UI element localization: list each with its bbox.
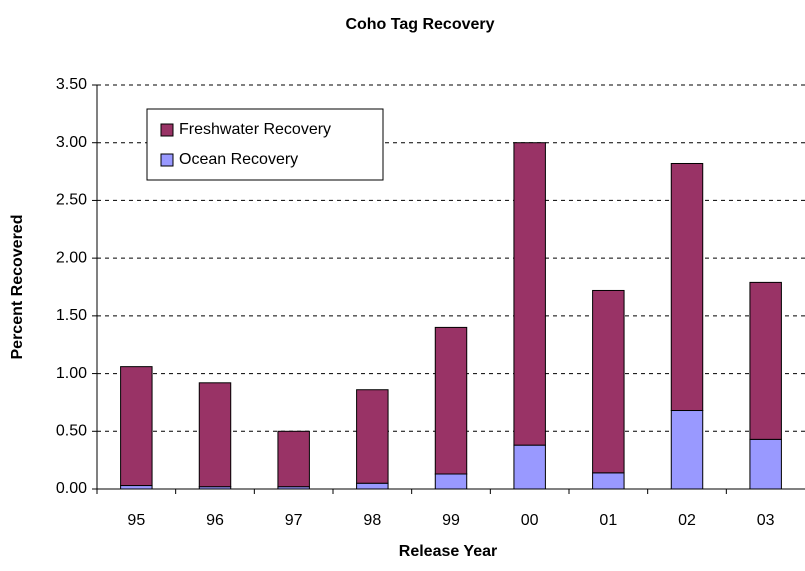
x-axis-label: Release Year — [399, 543, 497, 560]
bar-segment — [356, 389, 389, 484]
bar-segment — [120, 366, 153, 487]
y-tick-label: 2.00 — [56, 249, 87, 266]
x-tick-label: 96 — [206, 512, 224, 529]
bar-segment — [277, 430, 310, 488]
y-tick-label: 3.50 — [56, 76, 87, 93]
y-axis-label: Percent Recovered — [9, 215, 26, 360]
legend-label: Freshwater Recovery — [179, 121, 331, 138]
y-tick-label: 1.50 — [56, 307, 87, 324]
x-tick-label: 00 — [521, 512, 539, 529]
x-tick-label: 97 — [285, 512, 303, 529]
y-tick-label: 2.50 — [56, 192, 87, 209]
bar-segment — [434, 326, 468, 475]
legend-label: Ocean Recovery — [179, 151, 298, 168]
chart-title: Coho Tag Recovery — [345, 16, 494, 33]
bar-segment — [670, 162, 704, 412]
x-tick-label: 01 — [599, 512, 617, 529]
bar-segment — [513, 444, 546, 490]
legend-swatch — [160, 123, 174, 137]
y-tick-label: 0.00 — [56, 480, 87, 497]
bar-segment — [749, 438, 782, 490]
bar-segment — [120, 485, 153, 490]
bar-segment — [356, 482, 389, 490]
bar-segment — [434, 473, 468, 490]
x-tick-label: 95 — [127, 512, 145, 529]
bar-segment — [749, 281, 782, 440]
y-tick-label: 3.00 — [56, 134, 87, 151]
bar-segment — [592, 472, 625, 490]
legend-swatch — [160, 153, 174, 167]
bar-segment — [670, 410, 704, 490]
x-tick-label: 98 — [363, 512, 381, 529]
bar-segment — [198, 382, 232, 488]
y-tick-label: 0.50 — [56, 423, 87, 440]
x-tick-label: 03 — [757, 512, 775, 529]
legend-box — [146, 108, 384, 181]
x-tick-label: 99 — [442, 512, 460, 529]
bar-segment — [513, 142, 546, 446]
y-tick-label: 1.00 — [56, 365, 87, 382]
x-tick-label: 02 — [678, 512, 696, 529]
bar-segment — [592, 289, 625, 474]
